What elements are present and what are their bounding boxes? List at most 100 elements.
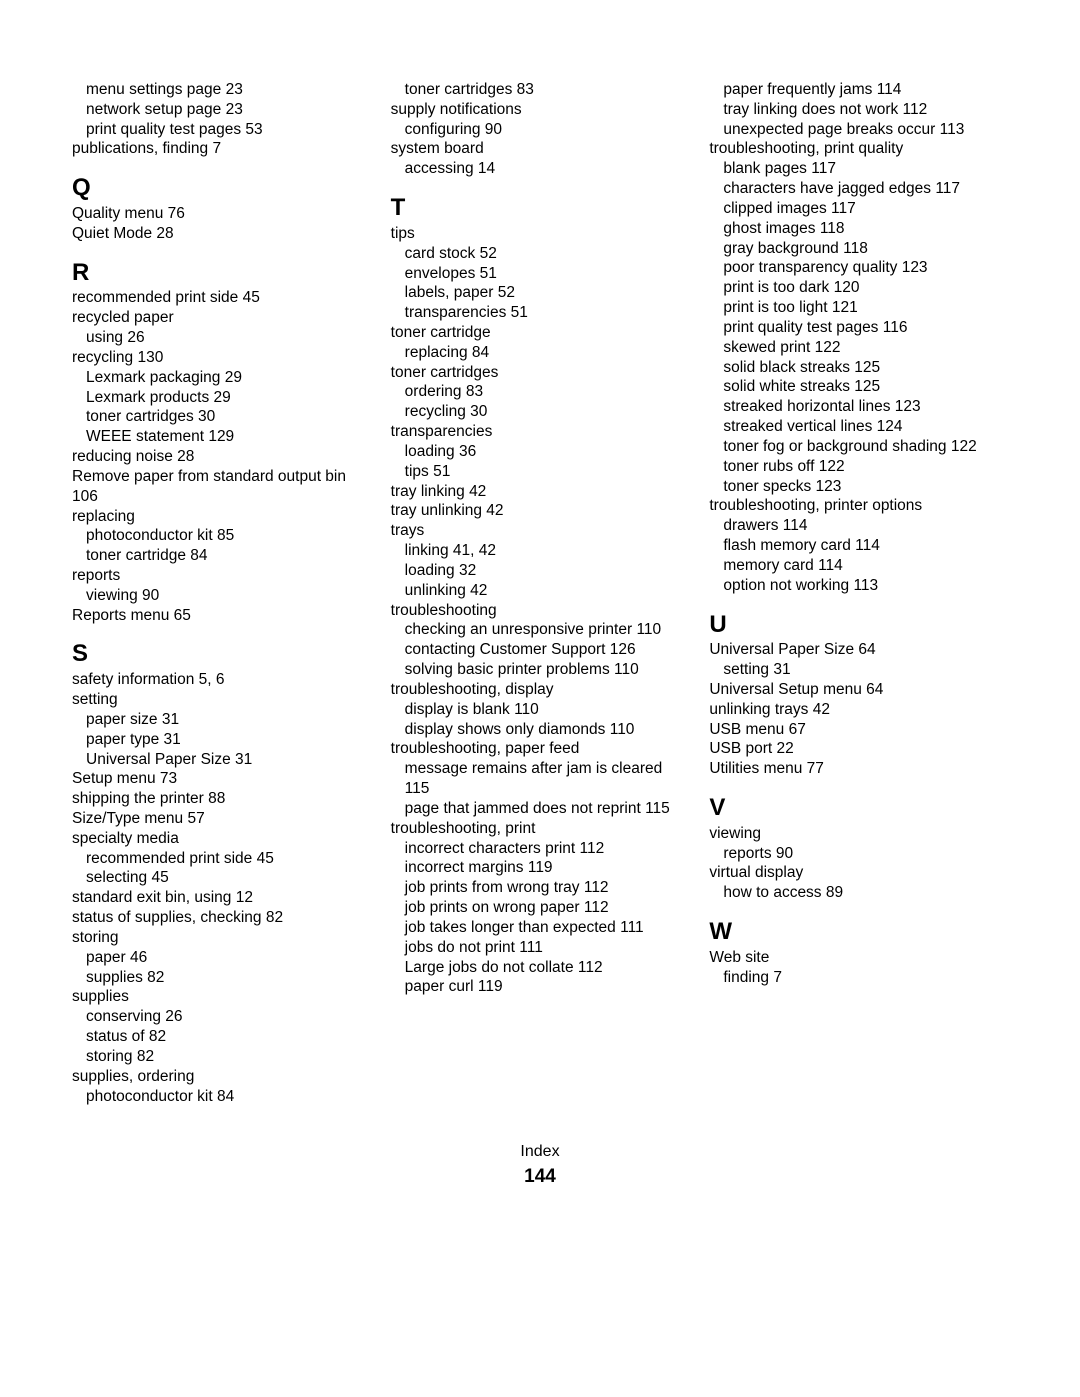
index-column-2: toner cartridges 83supply notificationsc… <box>391 80 690 1106</box>
index-entry: poor transparency quality 123 <box>723 258 1008 278</box>
index-entry: Utilities menu 77 <box>709 759 1008 779</box>
index-entry: incorrect margins 119 <box>405 858 690 878</box>
index-entry: skewed print 122 <box>723 338 1008 358</box>
index-entry: specialty media <box>72 829 371 849</box>
index-entry: job prints on wrong paper 112 <box>405 898 690 918</box>
index-entry: troubleshooting, printer options <box>709 496 1008 516</box>
index-entry: replacing <box>72 507 371 527</box>
index-entry: toner cartridge 84 <box>86 546 371 566</box>
index-entry: supplies 82 <box>86 968 371 988</box>
index-letter-heading: T <box>391 193 690 224</box>
index-letter-heading: W <box>709 917 1008 948</box>
index-entry: network setup page 23 <box>86 100 371 120</box>
index-entry: job prints from wrong tray 112 <box>405 878 690 898</box>
footer-page-number: 144 <box>72 1165 1008 1189</box>
index-entry: incorrect characters print 112 <box>405 839 690 859</box>
index-entry: print is too dark 120 <box>723 278 1008 298</box>
index-entry: print quality test pages 53 <box>86 120 371 140</box>
index-entry: gray background 118 <box>723 239 1008 259</box>
index-entry: ordering 83 <box>405 382 690 402</box>
index-entry: replacing 84 <box>405 343 690 363</box>
index-entry: troubleshooting, paper feed <box>391 739 690 759</box>
index-entry: drawers 114 <box>723 516 1008 536</box>
index-entry: photoconductor kit 85 <box>86 526 371 546</box>
index-entry: card stock 52 <box>405 244 690 264</box>
index-entry: toner fog or background shading 122 <box>723 437 1008 457</box>
index-entry: characters have jagged edges 117 <box>723 179 1008 199</box>
index-entry: Quality menu 76 <box>72 204 371 224</box>
index-entry: toner rubs off 122 <box>723 457 1008 477</box>
index-entry: page that jammed does not reprint 115 <box>405 799 690 819</box>
index-entry: option not working 113 <box>723 576 1008 596</box>
index-entry: troubleshooting, print quality <box>709 139 1008 159</box>
index-entry: jobs do not print 111 <box>405 938 690 958</box>
index-entry: reports 90 <box>723 844 1008 864</box>
index-entry: ghost images 118 <box>723 219 1008 239</box>
index-entry: storing <box>72 928 371 948</box>
index-entry: Lexmark packaging 29 <box>86 368 371 388</box>
index-entry: virtual display <box>709 863 1008 883</box>
index-entry: unlinking trays 42 <box>709 700 1008 720</box>
footer-section-label: Index <box>72 1142 1008 1162</box>
index-entry: setting 31 <box>723 660 1008 680</box>
index-entry: how to access 89 <box>723 883 1008 903</box>
index-entry: blank pages 117 <box>723 159 1008 179</box>
index-entry: paper 46 <box>86 948 371 968</box>
index-entry: supply notifications <box>391 100 690 120</box>
index-column-3: paper frequently jams 114tray linking do… <box>709 80 1008 1106</box>
index-entry: linking 41, 42 <box>405 541 690 561</box>
index-entry: Size/Type menu 57 <box>72 809 371 829</box>
index-entry: solving basic printer problems 110 <box>405 660 690 680</box>
index-entry: shipping the printer 88 <box>72 789 371 809</box>
index-entry: loading 32 <box>405 561 690 581</box>
index-entry: message remains after jam is cleared 115 <box>405 759 690 799</box>
index-letter-heading: U <box>709 610 1008 641</box>
index-entry: recommended print side 45 <box>72 288 371 308</box>
index-entry: Reports menu 65 <box>72 606 371 626</box>
index-entry: Quiet Mode 28 <box>72 224 371 244</box>
index-entry: Universal Setup menu 64 <box>709 680 1008 700</box>
index-entry: standard exit bin, using 12 <box>72 888 371 908</box>
index-entry: storing 82 <box>86 1047 371 1067</box>
index-entry: Universal Paper Size 31 <box>86 750 371 770</box>
index-entry: supplies, ordering <box>72 1067 371 1087</box>
index-entry: recycling 130 <box>72 348 371 368</box>
index-entry: print is too light 121 <box>723 298 1008 318</box>
index-entry: Lexmark products 29 <box>86 388 371 408</box>
index-entry: tips <box>391 224 690 244</box>
page-footer: Index 144 <box>72 1142 1008 1189</box>
index-entry: supplies <box>72 987 371 1007</box>
index-entry: display shows only diamonds 110 <box>405 720 690 740</box>
index-entry: accessing 14 <box>405 159 690 179</box>
index-entry: configuring 90 <box>405 120 690 140</box>
index-entry: transparencies <box>391 422 690 442</box>
index-entry: Setup menu 73 <box>72 769 371 789</box>
index-entry: setting <box>72 690 371 710</box>
index-entry: Large jobs do not collate 112 <box>405 958 690 978</box>
index-entry: safety information 5, 6 <box>72 670 371 690</box>
index-entry: reports <box>72 566 371 586</box>
index-entry: reducing noise 28 <box>72 447 371 467</box>
index-entry: system board <box>391 139 690 159</box>
index-entry: display is blank 110 <box>405 700 690 720</box>
index-entry: trays <box>391 521 690 541</box>
index-entry: WEEE statement 129 <box>86 427 371 447</box>
index-entry: recycling 30 <box>405 402 690 422</box>
index-entry: flash memory card 114 <box>723 536 1008 556</box>
index-entry: USB menu 67 <box>709 720 1008 740</box>
index-entry: clipped images 117 <box>723 199 1008 219</box>
index-entry: solid black streaks 125 <box>723 358 1008 378</box>
index-entry: troubleshooting <box>391 601 690 621</box>
index-entry: toner cartridges <box>391 363 690 383</box>
index-entry: using 26 <box>86 328 371 348</box>
index-entry: labels, paper 52 <box>405 283 690 303</box>
index-entry: checking an unresponsive printer 110 <box>405 620 690 640</box>
index-entry: unexpected page breaks occur 113 <box>723 120 1008 140</box>
index-entry: viewing <box>709 824 1008 844</box>
index-entry: paper type 31 <box>86 730 371 750</box>
index-entry: loading 36 <box>405 442 690 462</box>
index-entry: paper size 31 <box>86 710 371 730</box>
index-entry: publications, finding 7 <box>72 139 371 159</box>
index-entry: status of supplies, checking 82 <box>72 908 371 928</box>
index-entry: viewing 90 <box>86 586 371 606</box>
